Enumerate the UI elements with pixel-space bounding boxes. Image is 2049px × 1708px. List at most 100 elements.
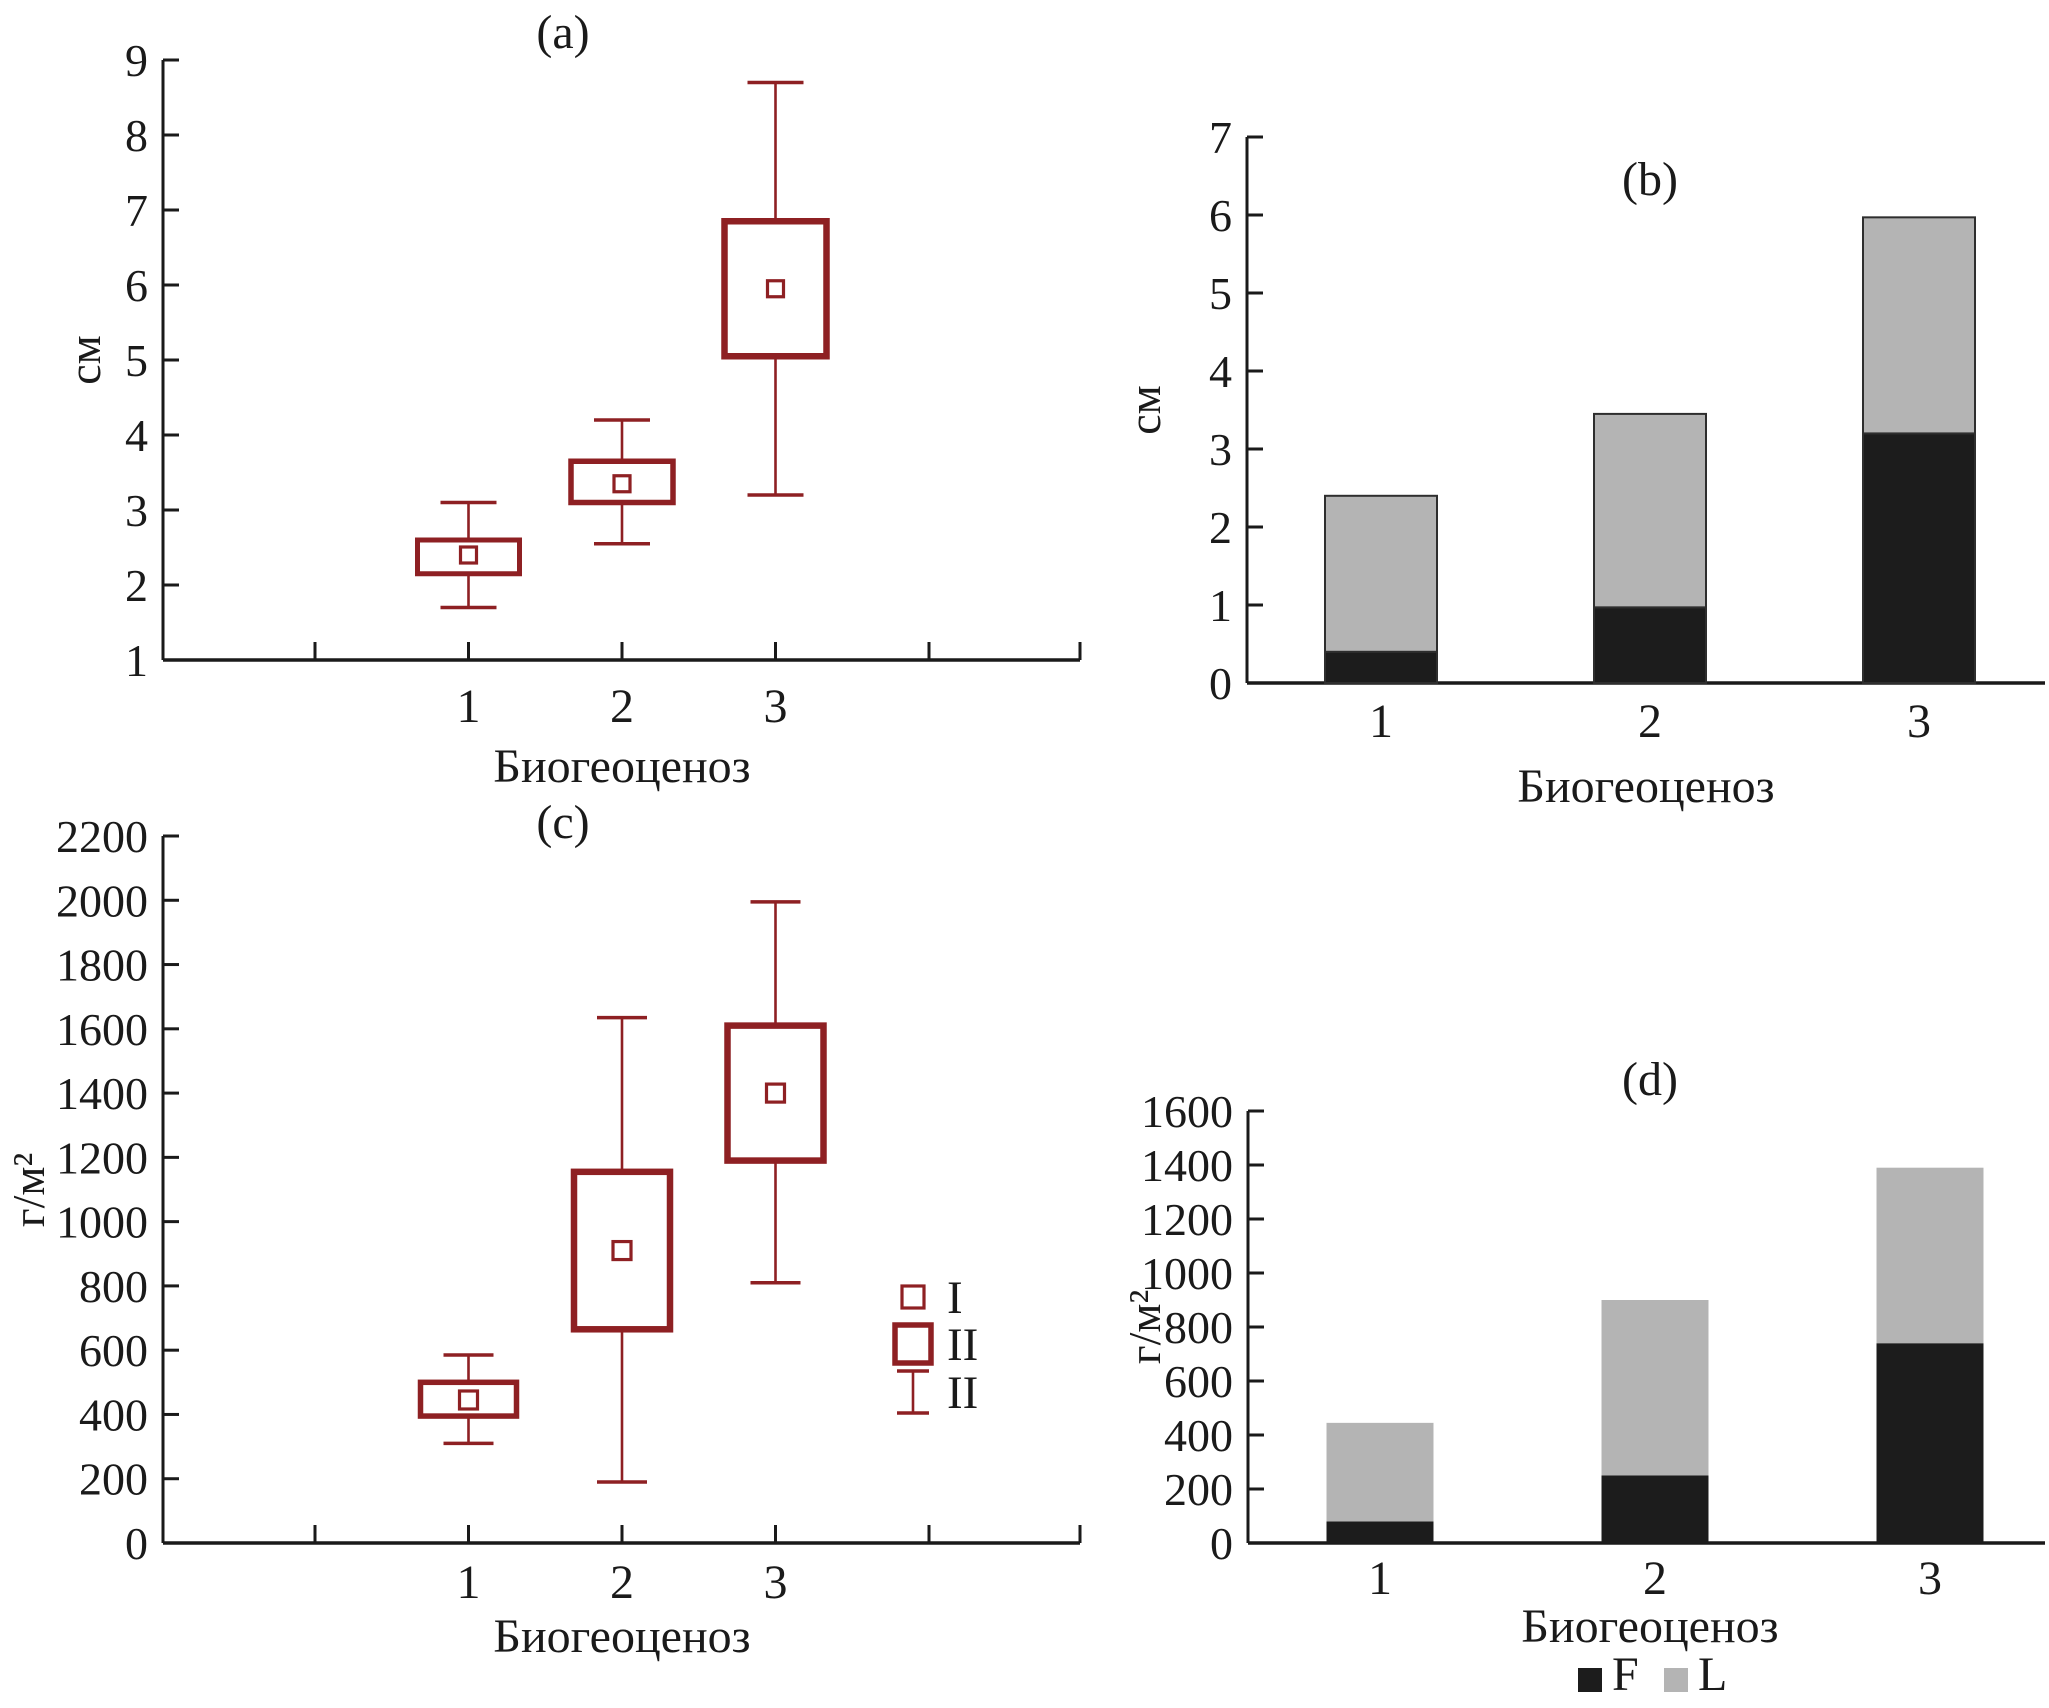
bar-segment-F	[1324, 650, 1438, 684]
y-tick-label: 1200	[56, 1132, 148, 1183]
y-tick-label: 1200	[1141, 1194, 1233, 1245]
y-axis-title: г/м²	[3, 1153, 54, 1228]
bar-segment-F	[1862, 432, 1976, 684]
bar-segment-L	[1326, 1422, 1434, 1522]
y-tick-label: 1400	[1141, 1140, 1233, 1191]
y-tick-label: 5	[1209, 268, 1232, 319]
mean-marker	[457, 1389, 480, 1411]
y-tick-label: 1	[125, 635, 148, 686]
x-axis-title: Биогеоценоз	[1521, 1600, 1778, 1653]
x-axis-title: Биогеоценоз	[493, 740, 750, 793]
legend-swatch-L	[1664, 1668, 1688, 1692]
x-category-label: 1	[457, 680, 481, 733]
mean-marker	[458, 545, 479, 565]
box-whisker-group	[568, 418, 676, 546]
bar-segment-F	[1601, 1475, 1709, 1543]
x-category-label: 3	[764, 680, 788, 733]
legend-swatch-F	[1578, 1668, 1602, 1692]
bar-segment-L	[1593, 412, 1707, 609]
y-tick-label: 0	[1210, 1518, 1233, 1569]
legend-label: L	[1698, 1648, 1727, 1701]
y-tick-label: 800	[79, 1261, 148, 1312]
legend-label: II	[947, 1319, 978, 1371]
bar-segment-L	[1876, 1167, 1984, 1344]
bar-segment-F	[1326, 1521, 1434, 1543]
y-tick-label: 2	[1209, 502, 1232, 553]
iqr-box	[417, 1379, 520, 1419]
x-category-label: 3	[764, 1556, 788, 1609]
y-tick-label: 600	[79, 1325, 148, 1376]
y-axis-title: см	[59, 335, 110, 385]
mean-marker	[764, 1082, 787, 1104]
y-tick-label: 3	[125, 485, 148, 536]
mean-marker	[611, 1239, 633, 1262]
y-tick-label: 4	[125, 410, 148, 461]
y-tick-label: 400	[1164, 1410, 1233, 1461]
panel-title: (d)	[1622, 1053, 1678, 1106]
y-tick-label: 2200	[56, 811, 148, 862]
panel-title: (c)	[536, 796, 589, 849]
y-tick-label: 9	[125, 35, 148, 86]
legend-box-icon	[892, 1322, 934, 1366]
bar-segment-F	[1593, 606, 1707, 685]
bar-segment-F	[1876, 1343, 1984, 1543]
y-tick-label: 400	[79, 1389, 148, 1440]
iqr-box	[568, 458, 676, 506]
y-tick-label: 200	[79, 1454, 148, 1505]
bar-segment-L	[1324, 494, 1438, 653]
panel-title: (b)	[1622, 153, 1678, 206]
box-whisker-group	[570, 1015, 674, 1484]
x-category-label: 2	[610, 1556, 634, 1609]
x-category-label: 3	[1907, 695, 1931, 748]
x-category-label: 3	[1918, 1552, 1942, 1605]
x-category-label: 2	[610, 680, 634, 733]
legend-label: II	[947, 1367, 978, 1419]
y-tick-label: 1000	[1141, 1248, 1233, 1299]
x-category-label: 2	[1638, 695, 1662, 748]
iqr-box	[721, 218, 830, 360]
y-tick-label: 5	[125, 335, 148, 386]
y-tick-label: 200	[1164, 1464, 1233, 1515]
x-category-label: 2	[1643, 1552, 1667, 1605]
y-tick-label: 800	[1164, 1302, 1233, 1353]
y-tick-label: 8	[125, 110, 148, 161]
x-axis-title: Биогеоценоз	[1517, 760, 1774, 813]
box-whisker-group	[415, 500, 522, 610]
y-tick-label: 600	[1164, 1356, 1233, 1407]
y-tick-label: 2000	[56, 875, 148, 926]
panel-a: 1 2 3 4 5 6 7 8 9 1 2 3 Биогеоценоз см (a)	[59, 6, 1082, 793]
mean-marker	[765, 279, 786, 299]
mean-marker	[612, 474, 632, 494]
panel-b: 0 1 2 3 4 5 6 7 1 2 3 Биогеоценоз см (b)	[1119, 112, 2045, 813]
y-tick-label: 7	[1209, 112, 1232, 163]
box-whisker-group	[724, 900, 827, 1285]
panel-title: (a)	[536, 6, 589, 59]
y-tick-label: 4	[1209, 346, 1232, 397]
y-tick-label: 1	[1209, 580, 1232, 631]
panel-c: 0 200 400 600 800 1000 1200 1400 1600 1800 2000 220…	[3, 796, 1082, 1663]
y-tick-label: 3	[1209, 424, 1232, 475]
y-tick-label: 2	[125, 560, 148, 611]
bar-segment-L	[1601, 1300, 1709, 1476]
y-tick-label: 1600	[56, 1004, 148, 1055]
y-tick-label: 1400	[56, 1068, 148, 1119]
bar-segment-L	[1862, 216, 1976, 435]
x-category-label: 1	[1369, 695, 1393, 748]
box-whisker-group	[417, 1353, 520, 1446]
y-tick-label: 0	[125, 1518, 148, 1569]
y-tick-label: 1800	[56, 940, 148, 991]
y-tick-label: 7	[125, 185, 148, 236]
legend-label: I	[947, 1272, 963, 1324]
x-category-label: 1	[1368, 1552, 1392, 1605]
x-category-label: 1	[457, 1556, 481, 1609]
x-axis-title: Биогеоценоз	[493, 1610, 750, 1663]
box-whisker-group	[721, 80, 830, 497]
y-tick-label: 6	[1209, 190, 1232, 241]
legend-mean-marker-icon	[900, 1284, 926, 1310]
y-axis-title: см	[1119, 385, 1170, 435]
y-tick-label: 1600	[1141, 1086, 1233, 1137]
